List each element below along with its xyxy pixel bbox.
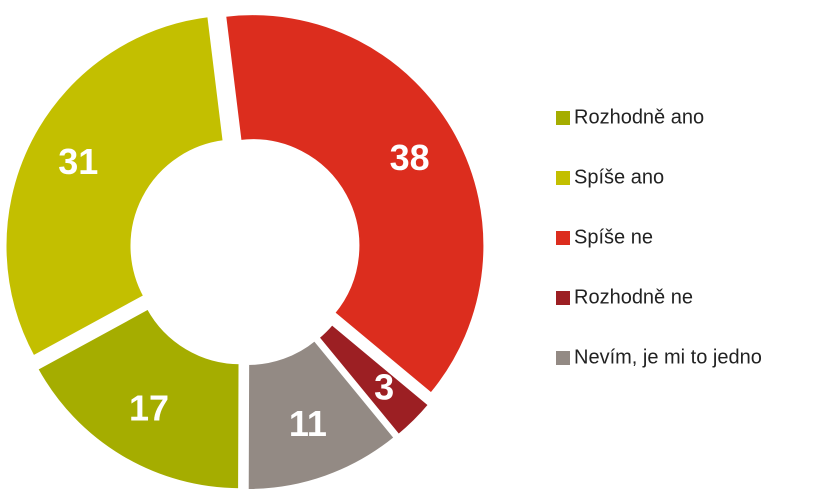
data-label: 17 bbox=[129, 388, 169, 429]
data-label: 3 bbox=[374, 367, 394, 408]
legend-swatch bbox=[556, 171, 570, 185]
legend-swatch bbox=[556, 291, 570, 305]
slice bbox=[3, 13, 226, 359]
data-label: 11 bbox=[289, 403, 327, 444]
legend-swatch bbox=[556, 111, 570, 125]
legend-swatch bbox=[556, 231, 570, 245]
slice bbox=[222, 12, 487, 397]
legend-label: Rozhodně ano bbox=[574, 106, 704, 128]
data-label: 38 bbox=[390, 137, 430, 178]
legend-label: Spíše ne bbox=[574, 226, 653, 248]
legend-label: Nevím, je mi to jedno bbox=[574, 346, 762, 368]
legend-label: Rozhodně ne bbox=[574, 286, 693, 308]
slice bbox=[315, 321, 432, 438]
legend-label: Spíše ano bbox=[574, 166, 664, 188]
legend-swatch bbox=[556, 351, 570, 365]
data-label: 31 bbox=[58, 141, 98, 182]
slice bbox=[245, 337, 398, 492]
slice bbox=[34, 305, 242, 492]
